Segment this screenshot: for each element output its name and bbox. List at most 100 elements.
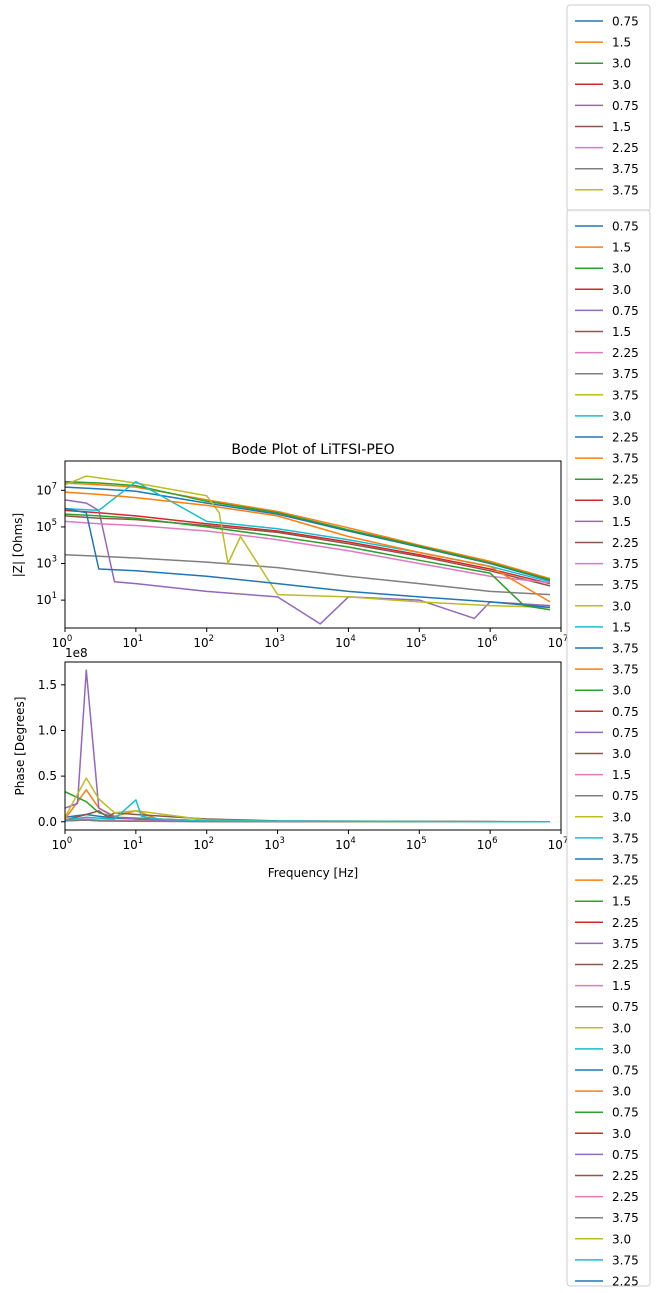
series-line xyxy=(64,491,551,603)
series-line xyxy=(64,509,551,585)
legend-label: 2.25 xyxy=(612,431,639,445)
legend-label: 3.0 xyxy=(612,599,631,613)
legend-label: 1.5 xyxy=(612,36,631,50)
x-tick-label: 106 xyxy=(477,836,498,852)
magnitude-x-ticks: 100 101 102 103 104 105 106 107 xyxy=(52,628,569,650)
legend-label: 0.75 xyxy=(612,1000,639,1014)
legend-label: 0.75 xyxy=(612,1148,639,1162)
series-line xyxy=(64,554,551,596)
legend-label: 3.75 xyxy=(612,1211,639,1225)
x-tick-label: 102 xyxy=(193,836,214,852)
legend-label: 3.0 xyxy=(612,283,631,297)
phase-series-lines xyxy=(64,669,551,823)
series-line xyxy=(64,482,551,580)
x-tick-label: 105 xyxy=(406,836,427,852)
legend-label: 0.75 xyxy=(612,705,639,719)
x-tick-label: 104 xyxy=(335,836,356,852)
magnitude-plot-frame xyxy=(64,460,562,629)
legend-label: 3.0 xyxy=(612,810,631,824)
y-tick-label: 107 xyxy=(36,481,57,497)
x-tick-label: 103 xyxy=(264,836,285,852)
legend-label: 3.75 xyxy=(612,831,639,845)
legend-label: 3.75 xyxy=(612,578,639,592)
x-tick-label: 101 xyxy=(123,836,144,852)
series-line xyxy=(64,799,551,823)
legend-label: 1.5 xyxy=(612,620,631,634)
legend-label: 2.25 xyxy=(612,141,639,155)
legend-label: 2.25 xyxy=(612,473,639,487)
legend-label: 0.75 xyxy=(612,304,639,318)
legend-label: 3.75 xyxy=(612,557,639,571)
legend-label: 2.25 xyxy=(612,916,639,930)
legend-label: 3.75 xyxy=(612,388,639,402)
y-tick-label: 105 xyxy=(36,518,57,534)
legend-label: 3.0 xyxy=(612,1085,631,1099)
x-tick-label: 105 xyxy=(406,634,427,650)
legend-label: 0.75 xyxy=(612,220,639,234)
x-tick-label: 100 xyxy=(52,634,73,650)
series-line xyxy=(64,480,551,581)
x-tick-label: 107 xyxy=(548,634,569,650)
phase-plot-frame xyxy=(64,661,562,831)
y-tick-label: 103 xyxy=(36,555,57,571)
legend-label: 1.5 xyxy=(612,325,631,339)
y-tick-label: 0.0 xyxy=(38,815,57,829)
legend-label: 3.75 xyxy=(612,853,639,867)
legend-label: 3.0 xyxy=(612,57,631,71)
chart-title: Bode Plot of LiTFSI-PEO xyxy=(231,442,394,458)
series-line xyxy=(64,520,551,584)
magnitude-series-lines xyxy=(64,475,551,625)
series-line xyxy=(64,513,551,611)
legend-label: 1.5 xyxy=(612,515,631,529)
legend-label: 0.75 xyxy=(612,99,639,113)
magnitude-y-axis-label: |Z| [Ohms] xyxy=(11,513,25,577)
legend-lower: 0.75 1.5 3.0 3.0 0.75 1.5 2.25 3.75 3.75 3.0 2.25 3… xyxy=(566,209,651,1289)
x-tick-label: 100 xyxy=(52,836,73,852)
x-tick-label: 106 xyxy=(477,634,498,650)
magnitude-y-ticks: 101 103 105 107 xyxy=(36,481,65,607)
legend-label: 0.75 xyxy=(612,15,639,29)
legend-label: 3.75 xyxy=(612,642,639,656)
y-tick-label: 1.0 xyxy=(38,723,57,737)
legend-label: 3.75 xyxy=(612,937,639,951)
x-tick-label: 103 xyxy=(264,634,285,650)
series-line xyxy=(64,507,551,609)
legend-label: 3.0 xyxy=(612,1042,631,1056)
legend-label: 0.75 xyxy=(612,726,639,740)
legend-label: 3.75 xyxy=(612,1253,639,1267)
legend-label: 3.0 xyxy=(612,1232,631,1246)
legend-label: 1.5 xyxy=(612,895,631,909)
phase-y-ticks: 0.0 0.5 1.0 1.5 xyxy=(38,678,65,829)
phase-axes: 100 101 102 103 104 105 106 107 0.0 0.5 1.0 1.5 1e… xyxy=(13,646,568,880)
legend-label: 2.25 xyxy=(612,958,639,972)
legend-label: 3.0 xyxy=(612,684,631,698)
legend-label: 3.75 xyxy=(612,452,639,466)
legend-label: 3.75 xyxy=(612,367,639,381)
legend-label: 2.25 xyxy=(612,874,639,888)
legend-label: 2.25 xyxy=(612,1275,639,1289)
legend-label: 3.0 xyxy=(612,409,631,423)
phase-offset-text: 1e8 xyxy=(65,646,88,660)
phase-y-axis-label: Phase [Degrees] xyxy=(13,697,27,796)
legend-label: 3.0 xyxy=(612,1021,631,1035)
x-tick-label: 102 xyxy=(193,634,214,650)
phase-x-ticks: 100 101 102 103 104 105 106 107 xyxy=(52,830,568,852)
legend-label: 2.25 xyxy=(612,1169,639,1183)
legend-label: 0.75 xyxy=(612,1106,639,1120)
legend-label: 3.0 xyxy=(612,494,631,508)
legend-label: 1.5 xyxy=(612,241,631,255)
legend-label: 3.75 xyxy=(612,663,639,677)
series-line xyxy=(64,475,551,609)
legend-label: 1.5 xyxy=(612,979,631,993)
legend-label: 1.5 xyxy=(612,120,631,134)
series-line xyxy=(64,515,551,587)
magnitude-axes: Bode Plot of LiTFSI-PEO 100 101 102 103 104 1… xyxy=(11,442,568,650)
y-tick-label: 0.5 xyxy=(38,769,57,783)
y-tick-label: 101 xyxy=(36,591,57,607)
legend-label: 3.0 xyxy=(612,747,631,761)
legend-label: 3.0 xyxy=(612,1127,631,1141)
legend-label: 3.75 xyxy=(612,183,639,197)
x-axis-label: Frequency [Hz] xyxy=(268,866,359,880)
legend-label: 0.75 xyxy=(612,789,639,803)
